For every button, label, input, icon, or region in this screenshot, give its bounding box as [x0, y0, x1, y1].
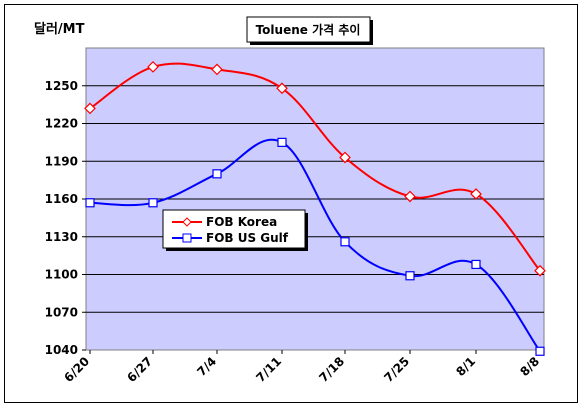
y-tick-label: 1190 — [45, 154, 78, 168]
y-axis-label: 달러/MT — [34, 21, 85, 37]
legend-label: FOB US Gulf — [206, 231, 289, 245]
y-tick-label: 1130 — [45, 230, 78, 244]
data-point-square — [277, 137, 287, 147]
data-point-diamond — [339, 151, 351, 164]
data-point-diamond — [276, 82, 288, 95]
x-tick-label: 6/27 — [124, 354, 155, 385]
legend-label: FOB Korea — [206, 215, 277, 229]
legend-marker-diamond — [182, 217, 192, 227]
data-point-diamond — [404, 190, 416, 203]
x-tick-label: 6/20 — [61, 354, 92, 385]
y-tick-label: 1040 — [45, 343, 78, 357]
data-point-square — [340, 237, 350, 247]
data-point-diamond — [211, 63, 223, 76]
data-point-diamond — [470, 188, 482, 200]
series-layer — [84, 61, 546, 356]
x-tick-label: 8/8 — [517, 354, 542, 379]
legend: FOB Korea FOB US Gulf — [162, 209, 308, 251]
title-text: Toluene 가격 추이 — [256, 22, 361, 37]
x-axis-ticks: 6/20 6/27 7/4 7/11 7/18 7/25 8/1 8/8 — [61, 350, 542, 385]
data-point-diamond — [84, 102, 96, 115]
y-tick-label: 1100 — [45, 268, 78, 282]
x-tick-label: 7/11 — [253, 354, 284, 385]
data-point-diamond — [147, 61, 159, 73]
y-tick-label: 1220 — [45, 117, 78, 131]
data-point-square — [535, 346, 545, 356]
data-point-square — [212, 169, 222, 179]
data-point-diamond — [534, 264, 546, 277]
data-point-square — [405, 271, 415, 281]
x-tick-label: 8/1 — [453, 354, 478, 379]
title-box — [246, 16, 371, 43]
data-point-square — [148, 198, 158, 208]
data-point-square — [471, 259, 481, 270]
y-tick-label: 1160 — [45, 192, 78, 206]
chart-title: Toluene 가격 추이 — [246, 16, 373, 45]
x-tick-label: 7/18 — [316, 354, 347, 385]
x-tick-label: 7/4 — [194, 354, 219, 379]
legend-marker-square — [182, 233, 192, 243]
y-tick-label: 1070 — [45, 305, 78, 319]
y-tick-label: 1250 — [45, 79, 78, 93]
x-tick-label: 7/25 — [381, 354, 412, 385]
y-axis-ticks: 1040 1070 1100 1130 1160 1190 1220 1250 — [45, 79, 86, 357]
gridlines — [86, 85, 544, 313]
data-point-square — [85, 198, 95, 208]
